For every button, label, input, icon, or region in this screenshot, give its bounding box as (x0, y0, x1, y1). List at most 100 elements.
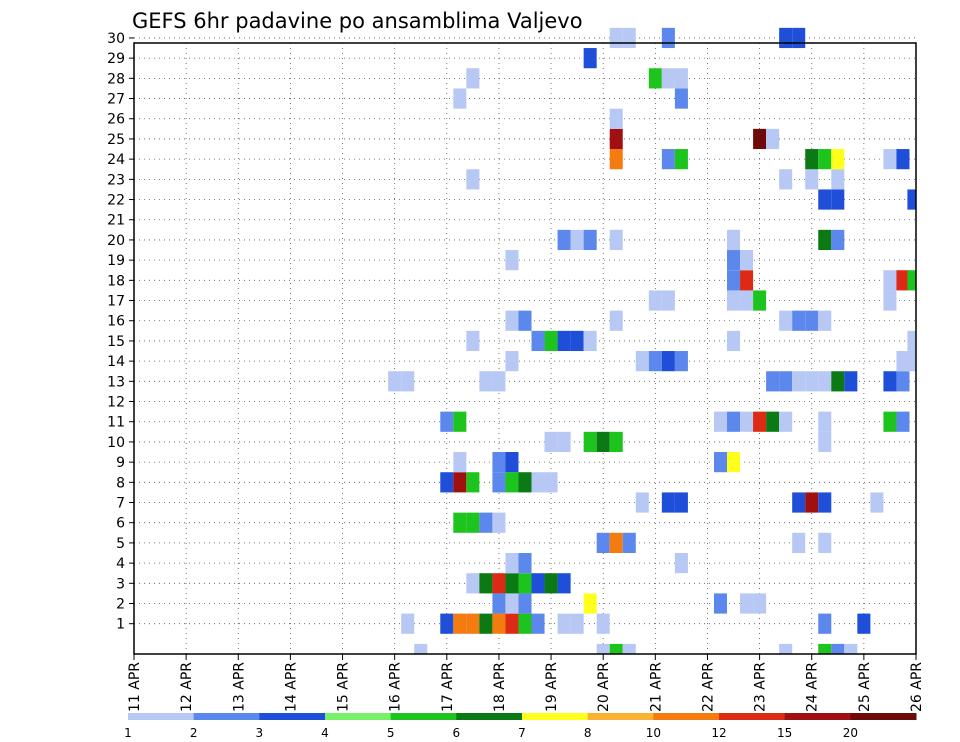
heat-cell (713, 411, 728, 432)
heat-cell (596, 431, 610, 453)
heat-cell (661, 351, 675, 372)
y-tick-label: 18 (107, 273, 125, 289)
heat-cell (622, 643, 636, 654)
colorbar-label: 2 (190, 726, 198, 740)
heat-cell (609, 27, 623, 49)
heat-cell (401, 371, 415, 392)
heat-cell (440, 613, 454, 634)
x-tick-label: 13 APR (231, 662, 247, 712)
x-tick-label: 18 APR (492, 662, 508, 712)
y-tick-label: 7 (116, 496, 125, 512)
colorbar-segment (850, 713, 917, 720)
colorbar-label: 8 (584, 726, 592, 740)
colorbar-segment (325, 713, 392, 720)
heat-cell (727, 330, 741, 352)
heat-cell (531, 472, 545, 493)
heat-cell (713, 593, 728, 614)
y-tick-label: 2 (116, 597, 125, 613)
heat-cell (518, 613, 532, 634)
heat-cell (596, 643, 610, 654)
y-tick-label: 8 (116, 475, 125, 491)
heat-cell (753, 411, 767, 432)
heat-cell (818, 643, 832, 654)
heat-cell (453, 452, 467, 473)
heat-cell (792, 27, 806, 49)
cells (388, 27, 916, 654)
heat-cell (883, 290, 897, 311)
heat-cell (609, 532, 623, 554)
x-tick-label: 19 APR (544, 662, 560, 712)
y-tick-label: 17 (107, 294, 125, 310)
heat-cell (648, 68, 662, 89)
x-tick-label: 17 APR (440, 662, 456, 712)
heat-cell (818, 229, 832, 251)
heat-cell (740, 290, 754, 311)
colorbar: 1 2 3 4 5 6 7 8 10 12 15 20 (124, 713, 917, 740)
heat-cell (596, 532, 610, 554)
heat-cell (779, 643, 793, 654)
heat-cell (453, 88, 467, 109)
heat-cell (883, 411, 897, 432)
colorbar-label: 4 (321, 726, 329, 740)
heat-cell (492, 593, 506, 614)
y-tick-label: 10 (107, 435, 125, 451)
y-tick-label: 20 (107, 233, 125, 249)
heat-cell (674, 351, 688, 372)
heat-cell (518, 573, 532, 594)
heat-cell (453, 613, 467, 634)
heat-cell (753, 290, 767, 311)
heat-cell (661, 68, 675, 89)
chart-title: GEFS 6hr padavine po ansamblima Valjevo (132, 9, 583, 33)
heat-cell (818, 613, 832, 634)
y-tick-label: 6 (116, 516, 125, 532)
x-tick-label: 21 APR (648, 662, 664, 712)
colorbar-segment (522, 713, 589, 720)
heat-cell (544, 431, 558, 453)
heat-cell (635, 351, 649, 372)
heat-cell (792, 532, 806, 554)
heat-cell (609, 643, 623, 654)
heat-cell (466, 512, 480, 533)
heat-cell (831, 149, 845, 170)
x-tick-label: 14 APR (283, 662, 299, 712)
heat-cell (596, 613, 610, 634)
heat-cell (740, 593, 754, 614)
heat-cell (583, 431, 597, 453)
heat-cell (727, 411, 741, 432)
heat-cell (792, 371, 806, 392)
heat-cell (831, 189, 845, 210)
heat-cell (505, 613, 519, 634)
y-tick-label: 30 (107, 31, 125, 47)
heat-cell (907, 330, 916, 352)
heat-cell (818, 310, 832, 331)
heat-cell (661, 27, 675, 49)
heat-cell (453, 512, 467, 533)
heat-cell (622, 532, 636, 554)
heat-cell (766, 128, 780, 150)
y-tick-label: 11 (107, 415, 125, 431)
colorbar-segment (653, 713, 720, 720)
heat-cell (622, 27, 636, 49)
y-tick-label: 13 (107, 374, 125, 390)
heat-cell (727, 250, 741, 271)
colorbar-segment (259, 713, 326, 720)
heat-cell (505, 573, 519, 594)
heat-cell (479, 371, 493, 392)
colorbar-label: 6 (453, 726, 461, 740)
heat-cell (609, 149, 623, 170)
colorbar-label: 5 (387, 726, 395, 740)
heat-cell (779, 310, 793, 331)
heat-cell (896, 371, 910, 392)
x-tick-label: 25 APR (857, 662, 873, 712)
heat-cell (831, 169, 845, 190)
heat-cell (740, 270, 754, 291)
heat-cell (557, 330, 571, 352)
heat-cell (792, 492, 806, 513)
heat-cell (674, 553, 688, 574)
heat-cell (818, 189, 832, 210)
heat-cell (466, 68, 480, 89)
heat-cell (505, 553, 519, 574)
heat-cell (831, 229, 845, 251)
heat-cell (492, 613, 506, 634)
